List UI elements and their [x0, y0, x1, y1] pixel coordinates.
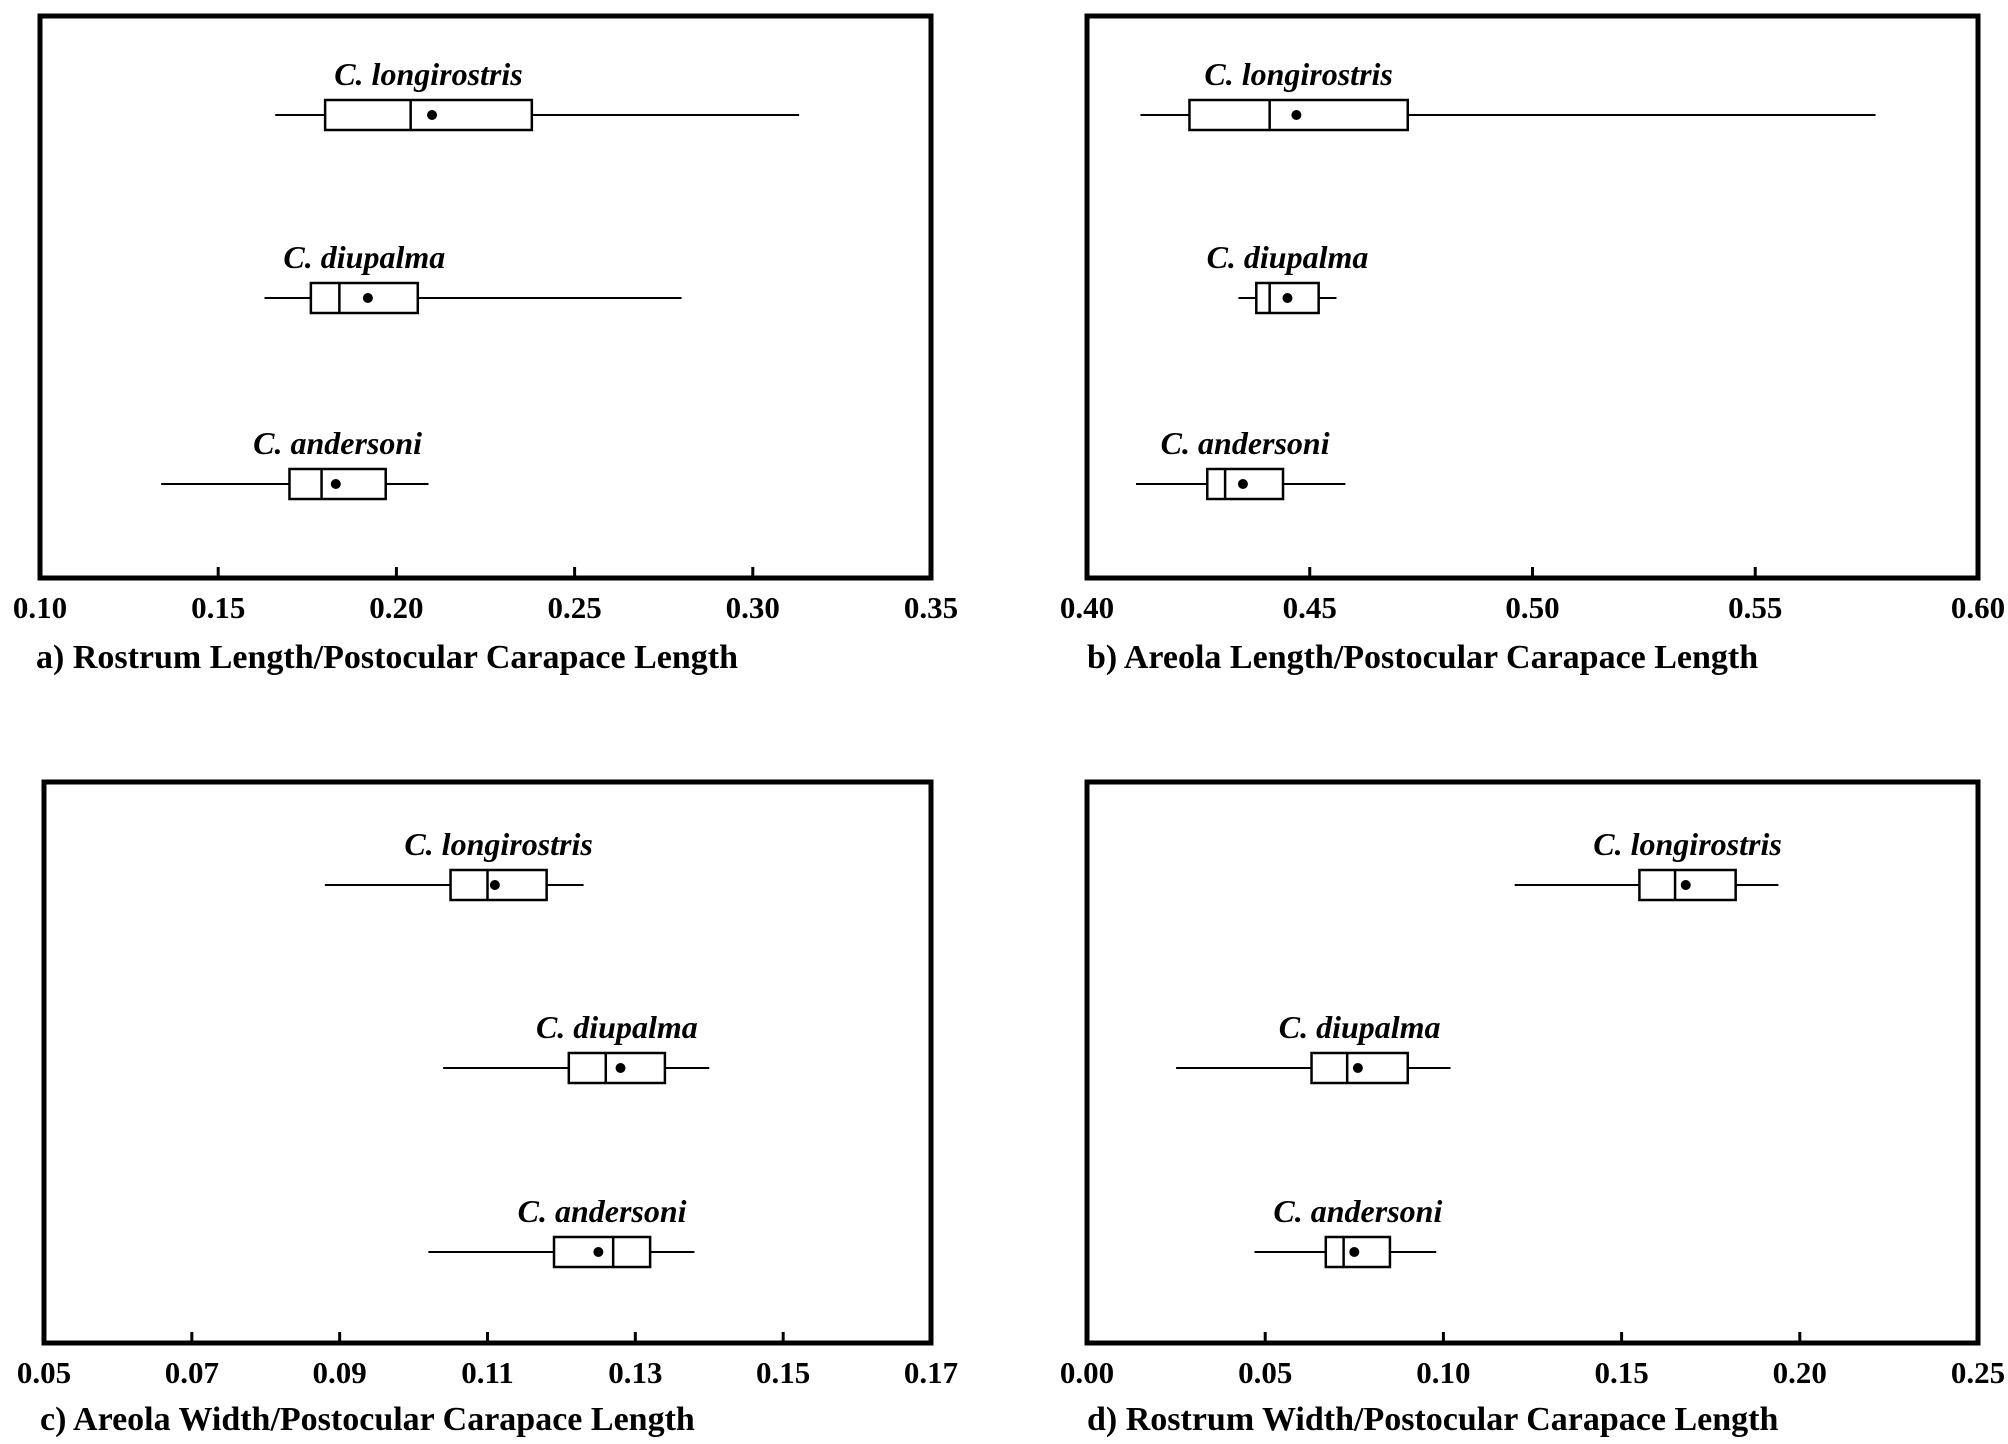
- x-tick-label: 0.05: [1238, 1355, 1292, 1390]
- boxplot-c-longirostris: C. longirostris: [275, 56, 800, 132]
- x-tick-label: 0.20: [1773, 1355, 1827, 1390]
- plot-frame: [37, 13, 934, 581]
- panel-c: 0.05 0.07 0.09 0.11 0.13 0.15 0.17 c) Areola Wi…: [17, 779, 958, 1438]
- x-tick-label: 0.20: [369, 590, 423, 625]
- iqr-box: [323, 98, 534, 132]
- x-tick-label: 0.10: [1416, 1355, 1470, 1390]
- panel-caption: a) Rostrum Length/Postocular Carapace Le…: [36, 639, 738, 676]
- boxplot-c-longirostris: C. longirostris: [324, 826, 593, 902]
- x-tick-label: 0.09: [313, 1355, 367, 1390]
- x-tick-label: 0.45: [1283, 590, 1337, 625]
- panel-caption: d) Rostrum Width/Postocular Carapace Len…: [1087, 1401, 1778, 1438]
- plot-frame: [1084, 779, 1981, 1346]
- mean-dot: [1349, 1247, 1360, 1257]
- mean-dot: [427, 110, 438, 120]
- species-label: C. longirostris: [1204, 56, 1393, 92]
- mean-dot: [1352, 1063, 1363, 1073]
- x-tick-label: 0.15: [756, 1355, 810, 1390]
- x-tick-label: 0.15: [191, 590, 245, 625]
- mean-dot: [1237, 479, 1248, 489]
- boxplot-c-longirostris: C. longirostris: [1140, 56, 1876, 132]
- mean-dot: [615, 1063, 626, 1073]
- x-tick-label: 0.11: [461, 1355, 514, 1390]
- x-tick-label: 0.35: [904, 590, 958, 625]
- boxplot-c-diupalma: C. diupalma: [443, 1009, 710, 1085]
- boxplot-c-andersoni: C. andersoni: [1254, 1193, 1442, 1269]
- x-tick-label: 0.40: [1060, 590, 1114, 625]
- boxplot-c-longirostris: C. longirostris: [1514, 826, 1782, 902]
- x-tick-label: 0.25: [1951, 1355, 2005, 1390]
- species-label: C. andersoni: [253, 425, 422, 461]
- x-tick-label: 0.50: [1505, 590, 1559, 625]
- species-label: C. diupalma: [1279, 1009, 1441, 1045]
- x-tick-label: 0.15: [1594, 1355, 1648, 1390]
- species-label: C. longirostris: [1593, 826, 1782, 862]
- mean-dot: [362, 293, 373, 303]
- x-tick-label: 0.30: [726, 590, 780, 625]
- panel-caption: c) Areola Width/Postocular Carapace Leng…: [40, 1401, 695, 1438]
- species-label: C. diupalma: [283, 239, 445, 275]
- boxplot-c-diupalma: C. diupalma: [1176, 1009, 1451, 1085]
- mean-dot: [1282, 293, 1293, 303]
- panel-a: 0.10 0.15 0.20 0.25 0.30 0.35 a) Rostrum Lengt…: [13, 13, 958, 676]
- mean-dot: [1291, 110, 1302, 120]
- species-label: C. andersoni: [1161, 425, 1330, 461]
- mean-dot: [593, 1247, 604, 1257]
- x-tick-label: 0.55: [1728, 590, 1782, 625]
- species-label: C. diupalma: [536, 1009, 698, 1045]
- x-tick-label: 0.05: [17, 1355, 71, 1390]
- species-label: C. andersoni: [1273, 1193, 1442, 1229]
- x-tick-label: 0.17: [904, 1355, 958, 1390]
- boxplot-c-andersoni: C. andersoni: [161, 425, 429, 501]
- x-tick-label: 0.60: [1951, 590, 2005, 625]
- species-label: C. andersoni: [518, 1193, 687, 1229]
- boxplot-c-andersoni: C. andersoni: [428, 1193, 695, 1269]
- x-tick-label: 0.10: [13, 590, 67, 625]
- boxplot-c-andersoni: C. andersoni: [1136, 425, 1346, 501]
- mean-dot: [330, 479, 341, 489]
- boxplot-c-diupalma: C. diupalma: [1207, 239, 1369, 315]
- mean-dot: [1680, 880, 1691, 890]
- species-label: C. diupalma: [1207, 239, 1369, 275]
- x-tick-label: 0.00: [1060, 1355, 1114, 1390]
- species-label: C. longirostris: [334, 56, 523, 92]
- x-tick-label: 0.13: [608, 1355, 662, 1390]
- plot-frame: [41, 779, 934, 1346]
- panel-b: 0.40 0.45 0.50 0.55 0.60 b) Areola Length/Pos…: [1060, 13, 2005, 676]
- panel-caption: b) Areola Length/Postocular Carapace Len…: [1087, 639, 1758, 676]
- species-label: C. longirostris: [404, 826, 593, 862]
- boxplot-c-diupalma: C. diupalma: [264, 239, 682, 315]
- x-tick-label: 0.07: [165, 1355, 219, 1390]
- mean-dot: [489, 880, 500, 890]
- panel-d: 0.00 0.05 0.10 0.15 0.20 0.25 d) Rostrum Width…: [1060, 779, 2005, 1438]
- x-tick-label: 0.25: [547, 590, 601, 625]
